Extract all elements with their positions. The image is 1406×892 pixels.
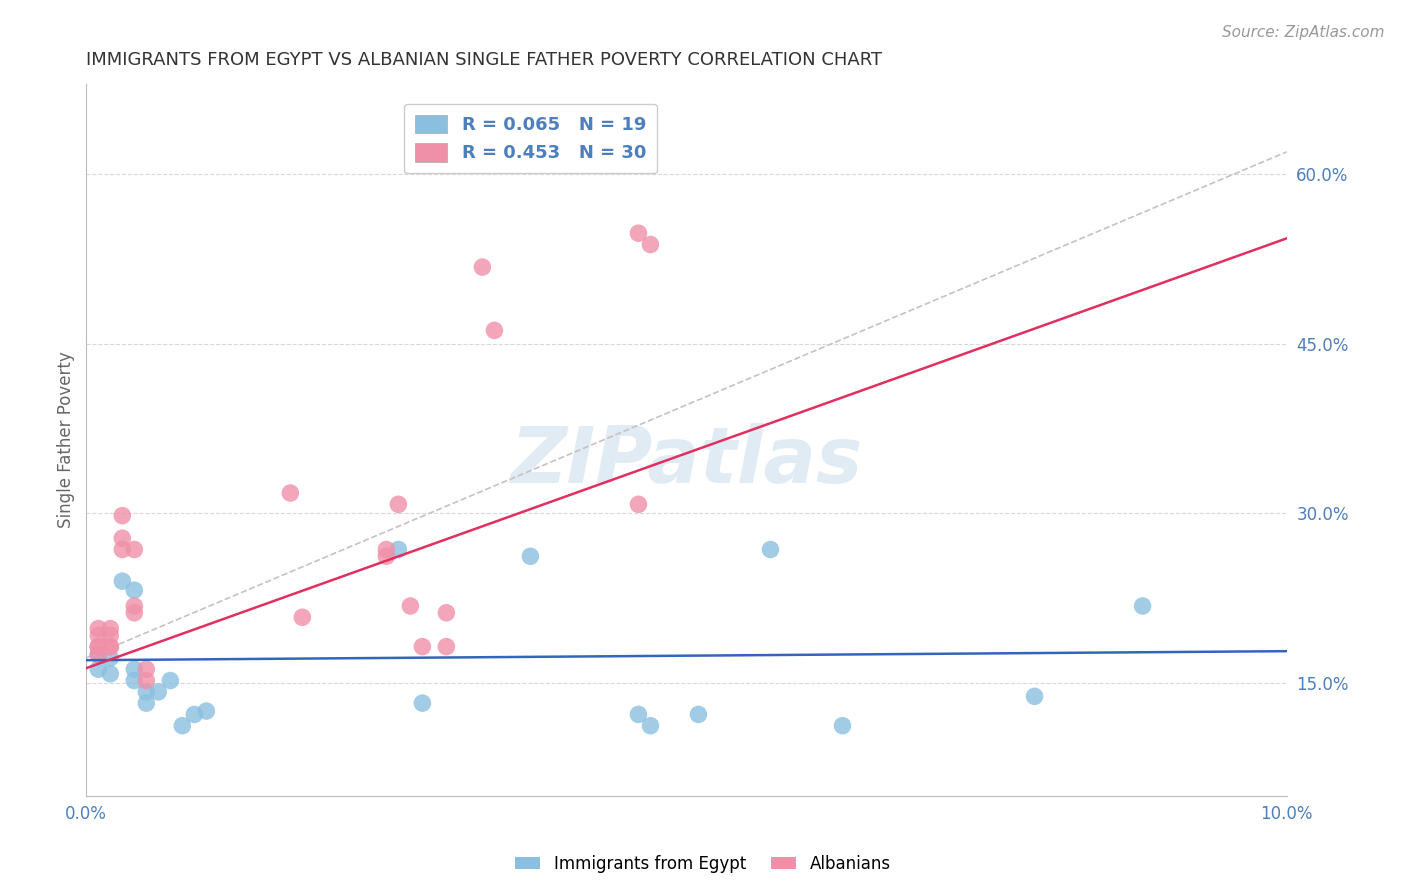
Point (375, 542, 398, 557)
Point (399, 599, 422, 613)
Point (87, 648, 110, 662)
Point (87, 622, 110, 636)
Point (759, 542, 782, 557)
Point (159, 673, 181, 688)
Point (148, 685, 170, 699)
Point (98, 628, 121, 642)
Point (124, 542, 146, 557)
Point (124, 606, 146, 620)
Point (387, 497, 409, 511)
Text: ZIPatlas: ZIPatlas (510, 424, 862, 500)
Point (1132, 599, 1154, 613)
Point (434, 606, 457, 620)
Point (98, 622, 121, 636)
Point (183, 707, 205, 722)
Point (98, 640, 121, 654)
Point (688, 707, 710, 722)
Point (111, 574, 134, 589)
Point (291, 610, 314, 624)
Point (195, 704, 218, 718)
Text: Source: ZipAtlas.com: Source: ZipAtlas.com (1222, 25, 1385, 40)
Point (111, 508, 134, 523)
Legend: Immigrants from Egypt, Albanians: Immigrants from Egypt, Albanians (509, 848, 897, 880)
Point (135, 696, 157, 710)
Legend: R = 0.065   N = 19, R = 0.453   N = 30: R = 0.065 N = 19, R = 0.453 N = 30 (404, 103, 657, 173)
Point (124, 583, 146, 598)
Point (87, 640, 110, 654)
Point (375, 549, 398, 564)
Point (627, 226, 650, 240)
Point (411, 696, 433, 710)
Point (111, 531, 134, 545)
Point (627, 707, 650, 722)
Point (124, 673, 146, 688)
Point (411, 640, 433, 654)
Point (387, 542, 409, 557)
Point (172, 719, 194, 733)
Point (471, 260, 494, 274)
Point (484, 323, 506, 337)
Point (135, 673, 157, 688)
Point (87, 648, 110, 662)
Point (87, 628, 110, 642)
Point (434, 640, 457, 654)
Point (831, 719, 853, 733)
Point (98, 640, 121, 654)
Point (640, 719, 662, 733)
Point (111, 542, 134, 557)
Point (98, 666, 121, 681)
Point (87, 662, 110, 676)
Point (87, 640, 110, 654)
Point (640, 237, 662, 252)
Text: IMMIGRANTS FROM EGYPT VS ALBANIAN SINGLE FATHER POVERTY CORRELATION CHART: IMMIGRANTS FROM EGYPT VS ALBANIAN SINGLE… (86, 51, 883, 69)
Point (135, 685, 157, 699)
Point (124, 662, 146, 676)
Point (627, 497, 650, 511)
Point (98, 651, 121, 665)
Point (280, 486, 302, 500)
Point (519, 549, 541, 564)
Point (135, 662, 157, 676)
Y-axis label: Single Father Poverty: Single Father Poverty (58, 351, 75, 528)
Point (1024, 690, 1046, 704)
Point (124, 599, 146, 613)
